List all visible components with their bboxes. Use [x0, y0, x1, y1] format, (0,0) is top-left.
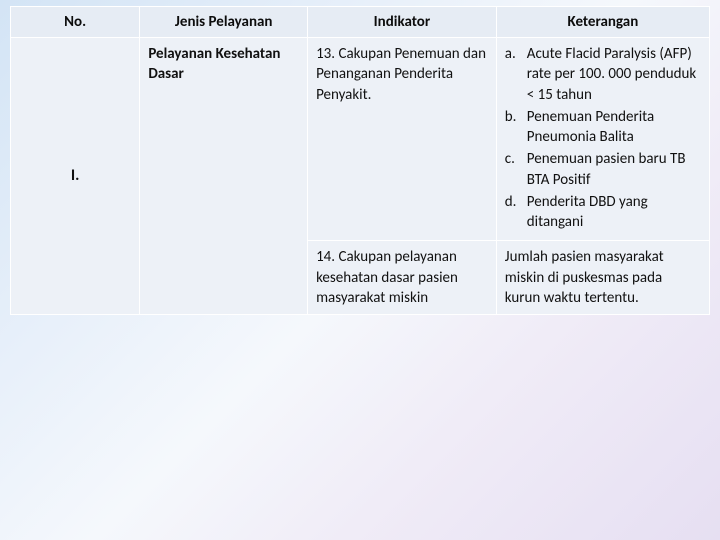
col-header-jenis: Jenis Pelayanan	[140, 7, 308, 38]
list-item: c. Penemuan pasien baru TB BTA Positif	[505, 149, 701, 190]
list-text: Penemuan Penderita Pneumonia Balita	[527, 107, 701, 148]
list-item: b. Penemuan Penderita Pneumonia Balita	[505, 107, 701, 148]
cell-keterangan-13: a. Acute Flacid Paralysis (AFP) rate per…	[496, 38, 709, 241]
table-row: I. Pelayanan Kesehatan Dasar 13. Cakupan…	[11, 38, 710, 241]
col-header-indikator: Indikator	[308, 7, 497, 38]
keterangan-list: a. Acute Flacid Paralysis (AFP) rate per…	[505, 44, 701, 232]
col-header-no: No.	[11, 7, 140, 38]
service-indicator-table: No. Jenis Pelayanan Indikator Keterangan…	[10, 6, 710, 315]
list-text: Acute Flacid Paralysis (AFP) rate per 10…	[527, 44, 701, 105]
list-text: Penderita DBD yang ditangani	[527, 192, 701, 233]
list-text: Penemuan pasien baru TB BTA Positif	[527, 149, 701, 190]
list-item: a. Acute Flacid Paralysis (AFP) rate per…	[505, 44, 701, 105]
list-item: d. Penderita DBD yang ditangani	[505, 192, 701, 233]
cell-keterangan-14: Jumlah pasien masyarakat miskin di puske…	[496, 241, 709, 315]
cell-indikator-13: 13. Cakupan Penemuan dan Penanganan Pend…	[308, 38, 497, 241]
table-header-row: No. Jenis Pelayanan Indikator Keterangan	[11, 7, 710, 38]
list-marker: b.	[505, 107, 527, 148]
list-marker: c.	[505, 149, 527, 190]
cell-no: I.	[11, 38, 140, 315]
col-header-keterangan: Keterangan	[496, 7, 709, 38]
cell-jenis: Pelayanan Kesehatan Dasar	[140, 38, 308, 315]
cell-indikator-14: 14. Cakupan pelayanan kesehatan dasar pa…	[308, 241, 497, 315]
list-marker: d.	[505, 192, 527, 233]
list-marker: a.	[505, 44, 527, 105]
